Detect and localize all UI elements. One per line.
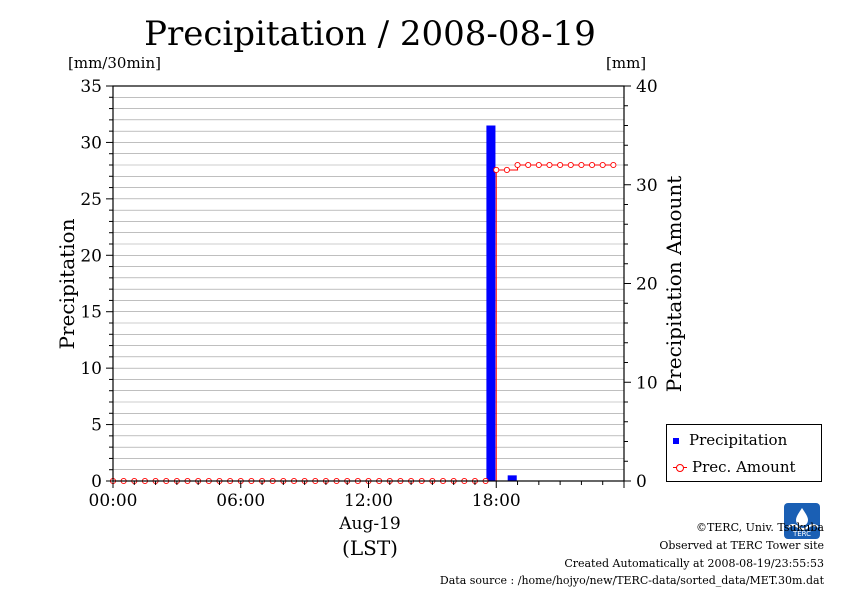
amount-point [546, 161, 553, 169]
legend-line-swatch [673, 463, 687, 473]
x-tick-label: 12:00 [344, 491, 393, 511]
amount-point [599, 161, 606, 169]
amount-point [610, 161, 617, 169]
legend-bar-swatch [673, 438, 679, 444]
x-tick-label: 18:00 [472, 491, 521, 511]
amount-point [535, 161, 542, 169]
legend-label-amount: Prec. Amount [692, 458, 796, 476]
amount-point [525, 161, 532, 169]
amount-point [589, 161, 596, 169]
right-tick-label: 20 [636, 275, 658, 295]
left-tick-label: 30 [80, 133, 102, 153]
left-tick-label: 35 [80, 77, 102, 97]
amount-point [493, 166, 500, 173]
amount-point [557, 161, 564, 169]
legend-item-amount: Prec. Amount [673, 458, 796, 476]
left-tick-label: 15 [80, 303, 102, 323]
amount-point [514, 161, 521, 169]
right-tick-label: 30 [636, 176, 658, 196]
left-tick-label: 5 [91, 416, 102, 436]
plot-frame [112, 85, 625, 482]
left-tick-label: 25 [80, 190, 102, 210]
right-axis-unit: [mm] [606, 54, 647, 72]
legend-item-precipitation: Precipitation [673, 431, 787, 449]
x-axis-date-label: Aug-19 [339, 514, 401, 534]
amount-point [503, 166, 510, 173]
svg-text:TERC: TERC [792, 530, 811, 538]
footer-source: Data source : /home/hojyo/new/TERC-data/… [439, 574, 824, 587]
left-tick-label: 20 [80, 246, 102, 266]
legend-label-precipitation: Precipitation [689, 431, 788, 449]
chart-title: Precipitation / 2008-08-19 [144, 14, 596, 54]
right-tick-label: 40 [636, 77, 658, 97]
x-tick-label: 00:00 [89, 491, 138, 511]
footer-created: Created Automatically at 2008-08-19/23:5… [564, 557, 824, 570]
x-axis-title: (LST) [342, 536, 398, 560]
footer-copyright: ©TERC, Univ. Tsukuba [695, 521, 824, 534]
amount-point [567, 161, 574, 169]
terc-logo-icon: TERC [784, 503, 820, 539]
left-tick-label: 0 [91, 472, 102, 492]
footer-observed: Observed at TERC Tower site [659, 539, 824, 552]
precipitation-bar [486, 125, 496, 481]
right-tick-label: 10 [636, 373, 658, 393]
right-tick-label: 0 [636, 472, 647, 492]
left-tick-label: 10 [80, 359, 102, 379]
legend: Precipitation Prec. Amount [666, 424, 822, 482]
left-axis-unit: [mm/30min] [68, 54, 161, 72]
precipitation-bar [507, 475, 517, 481]
x-tick-label: 06:00 [216, 491, 265, 511]
amount-point [578, 161, 585, 169]
